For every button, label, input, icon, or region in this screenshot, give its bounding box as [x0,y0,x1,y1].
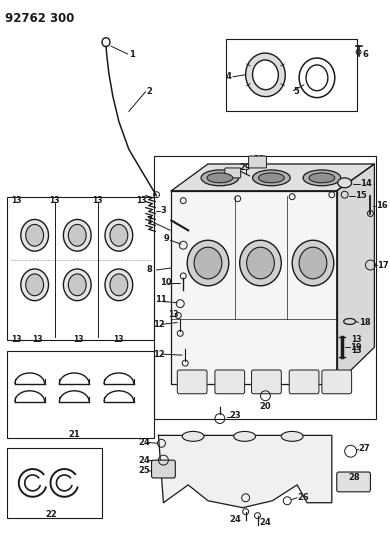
FancyBboxPatch shape [322,370,352,394]
FancyBboxPatch shape [225,168,241,178]
Text: 14: 14 [360,179,371,188]
Text: 13: 13 [32,335,43,344]
Ellipse shape [292,240,334,286]
Text: 21: 21 [68,430,80,439]
Ellipse shape [110,224,128,246]
Text: 13: 13 [113,335,124,344]
Ellipse shape [259,173,284,183]
Ellipse shape [299,247,327,279]
Ellipse shape [68,274,86,296]
Ellipse shape [182,431,204,441]
Bar [7,448,102,518]
Text: 24: 24 [139,456,151,465]
Text: 13: 13 [11,335,21,344]
Text: 20: 20 [260,402,271,411]
FancyBboxPatch shape [337,472,370,492]
Ellipse shape [64,269,91,301]
Text: 13: 13 [11,196,21,205]
Ellipse shape [309,173,335,183]
Text: 16: 16 [376,201,388,210]
Ellipse shape [64,220,91,251]
FancyBboxPatch shape [248,156,266,168]
Text: 7: 7 [147,216,152,225]
Text: 13: 13 [352,335,362,344]
Ellipse shape [338,178,352,188]
Text: 15: 15 [355,191,366,200]
Text: 8: 8 [147,265,152,274]
Text: 24: 24 [230,515,241,524]
Bar [226,39,356,110]
Ellipse shape [253,60,278,90]
Ellipse shape [246,53,285,96]
Ellipse shape [201,170,239,186]
Ellipse shape [21,269,48,301]
Ellipse shape [26,224,44,246]
Text: 10: 10 [160,278,172,287]
Text: 27: 27 [358,444,370,453]
Text: 17: 17 [378,261,389,270]
Text: 13: 13 [136,196,147,205]
Text: 24: 24 [260,518,271,527]
Bar [154,156,376,418]
Text: 9: 9 [163,234,169,243]
Ellipse shape [194,247,222,279]
Text: 22: 22 [46,510,57,519]
Polygon shape [158,435,332,507]
Text: 12: 12 [154,320,165,329]
Ellipse shape [246,247,274,279]
Text: 30: 30 [254,155,265,164]
Text: 24: 24 [139,438,151,447]
Ellipse shape [105,269,133,301]
FancyBboxPatch shape [152,460,176,478]
Ellipse shape [240,240,281,286]
Ellipse shape [281,431,303,441]
Text: 29: 29 [240,164,251,173]
FancyBboxPatch shape [177,370,207,394]
Text: 12: 12 [154,350,165,359]
Text: 2: 2 [147,87,152,96]
Text: 28: 28 [349,473,360,482]
Text: 25: 25 [139,465,151,474]
Polygon shape [171,164,374,191]
Text: 92762 300: 92762 300 [5,12,74,26]
Text: 26: 26 [297,493,309,502]
Ellipse shape [253,170,290,186]
Ellipse shape [110,274,128,296]
Ellipse shape [187,240,229,286]
Text: 23: 23 [230,411,241,420]
Ellipse shape [207,173,233,183]
Ellipse shape [68,224,86,246]
FancyBboxPatch shape [289,370,319,394]
FancyBboxPatch shape [252,370,281,394]
Ellipse shape [234,431,255,441]
Text: 13: 13 [73,335,83,344]
Ellipse shape [21,220,48,251]
Text: 5: 5 [293,87,299,96]
Text: 1: 1 [129,50,135,59]
Text: 4: 4 [226,72,232,82]
Text: 13: 13 [352,346,362,354]
Ellipse shape [344,319,356,325]
Text: 13: 13 [168,310,179,319]
Ellipse shape [26,274,44,296]
Bar [7,351,154,438]
FancyBboxPatch shape [215,370,245,394]
Text: 13: 13 [49,196,60,205]
Text: 18: 18 [358,318,370,327]
Ellipse shape [303,170,341,186]
Text: 13: 13 [92,196,102,205]
Text: 11: 11 [156,295,167,304]
Text: 19: 19 [349,343,361,352]
Bar [7,197,154,340]
Polygon shape [171,191,337,384]
Text: 6: 6 [363,50,369,59]
Text: 3: 3 [160,206,166,215]
Polygon shape [337,164,374,384]
Ellipse shape [105,220,133,251]
